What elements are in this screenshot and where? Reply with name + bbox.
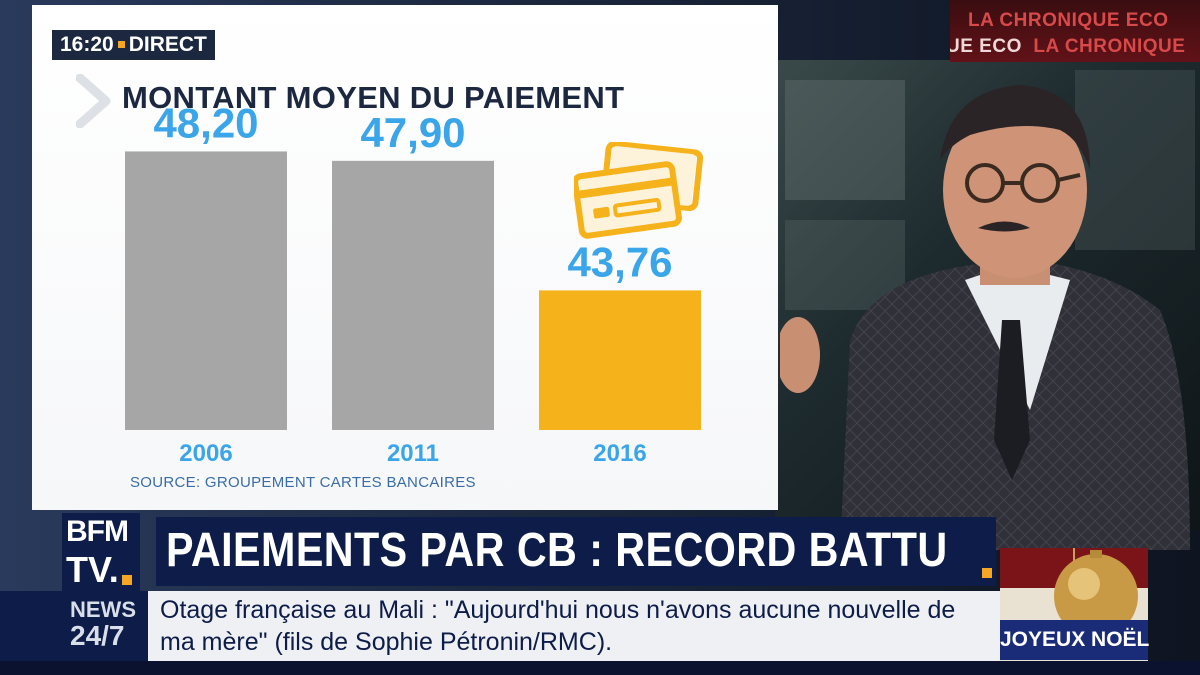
clock-time: 16:20	[60, 33, 114, 56]
bar-chart: 48,20 2006 47,90 2011 43,76 2016	[125, 99, 701, 467]
chart-source: SOURCE: GROUPEMENT CARTES BANCAIRES	[130, 474, 476, 491]
bar-2006	[125, 151, 287, 430]
value-label-2011: 47,90	[360, 109, 465, 156]
greeting-label: JOYEUX NOËL	[1000, 620, 1149, 660]
channel-logo: BFM TV.	[62, 513, 140, 591]
category-label-2011: 2011	[387, 440, 439, 467]
news-label-line2: 24/7	[70, 620, 125, 651]
category-label-2016: 2016	[593, 440, 646, 467]
live-label: DIRECT	[128, 33, 207, 56]
value-label-2006: 48,20	[153, 99, 258, 146]
program-banner-line2-b: LA CHRONIQUE	[1033, 36, 1186, 57]
headline-bar: PAIEMENTS PAR CB : RECORD BATTU	[156, 517, 996, 586]
live-dot-icon	[117, 41, 125, 48]
credit-cards-icon	[574, 142, 704, 239]
program-banner: LA CHRONIQUE ECO UE ECO LA CHRONIQUE	[950, 0, 1200, 62]
channel-logo-line2: TV.	[66, 549, 119, 590]
news-label-line1: NEWS	[70, 597, 136, 622]
logo-accent-square	[122, 575, 132, 585]
chevron-right-icon	[76, 74, 111, 128]
program-banner-line2: UE ECO LA CHRONIQUE	[950, 36, 1185, 58]
news-label: NEWS 24/7	[0, 591, 148, 661]
headline-text: PAIEMENTS PAR CB : RECORD BATTU	[166, 524, 948, 577]
program-banner-line1: LA CHRONIQUE ECO	[968, 10, 1169, 31]
value-label-2016: 43,76	[567, 238, 672, 285]
channel-logo-line1: BFM	[66, 515, 129, 548]
headline-accent-square	[982, 568, 992, 578]
news-ticker-strip	[0, 591, 1000, 661]
chart-title: MONTANT MOYEN DU PAIEMENT	[122, 80, 625, 115]
presenter-image	[780, 85, 1190, 550]
news-ticker-text: Otage française au Mali : "Aujourd'hui n…	[160, 596, 956, 656]
bar-2016	[539, 290, 701, 430]
category-label-2006: 2006	[179, 440, 232, 467]
program-banner-line2-a: UE ECO	[950, 36, 1022, 57]
bottom-bar	[0, 661, 1200, 675]
bar-2011	[332, 160, 494, 430]
live-clock: 16:20 DIRECT	[52, 30, 215, 60]
